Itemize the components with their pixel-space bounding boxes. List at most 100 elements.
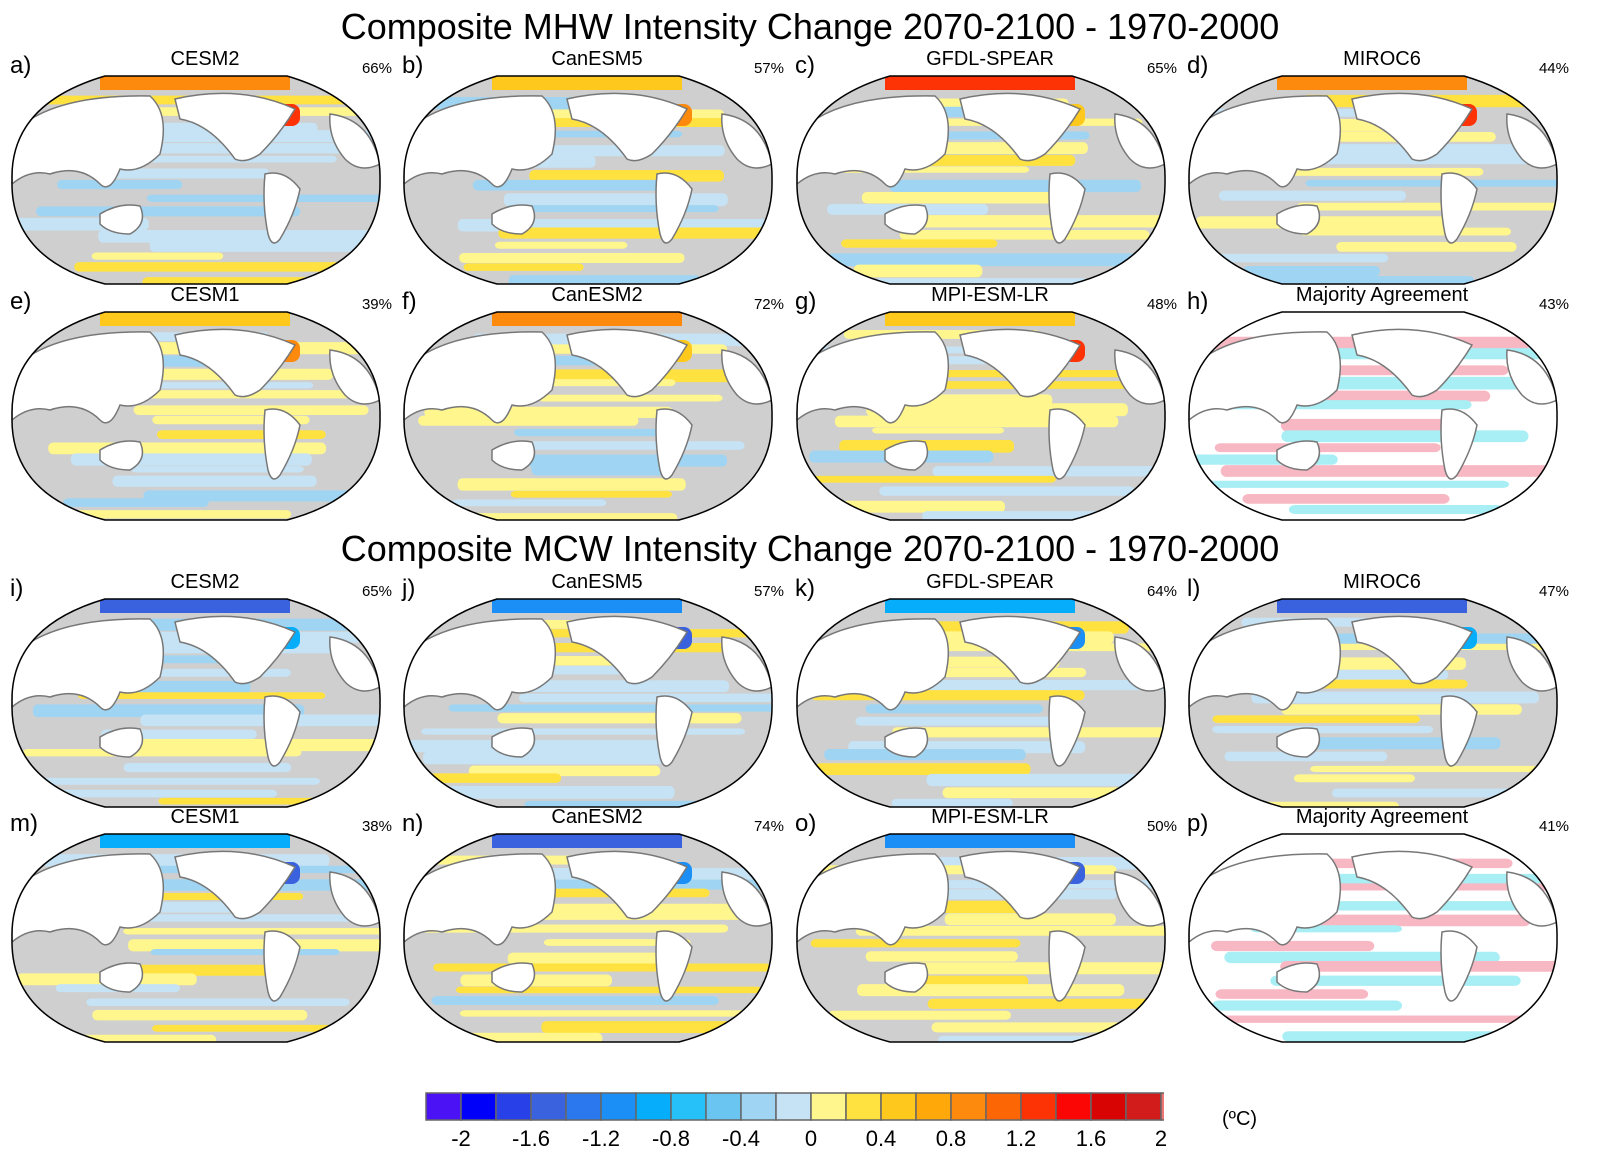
anomaly-band [36, 206, 301, 217]
anomaly-band [507, 952, 679, 965]
continent [1188, 331, 1342, 424]
continent [1440, 695, 1478, 767]
map-outline [796, 833, 1166, 1043]
anomaly-band [1336, 241, 1517, 252]
world-map [796, 75, 1166, 285]
colorbar-swatch [775, 1092, 812, 1121]
agreement-band [1214, 443, 1441, 453]
world-map [403, 311, 773, 521]
continent [1506, 636, 1558, 692]
anomaly-band [543, 939, 691, 946]
world-map [403, 598, 773, 808]
panel-letter: d) [1187, 52, 1209, 79]
agreement-band [1212, 1000, 1402, 1011]
map-outline [796, 311, 1166, 521]
panel-percent: 50% [1146, 818, 1177, 835]
map-panel: b) CanESM5 57% [402, 48, 792, 287]
anomaly-band [841, 239, 998, 248]
anomaly-band [875, 278, 1088, 284]
colorbar-swatch [1020, 1092, 1057, 1121]
anomaly-band [63, 498, 209, 507]
anomaly-band [889, 179, 1141, 193]
world-map [1188, 311, 1558, 521]
anomaly-band [57, 179, 183, 190]
continent [655, 408, 693, 480]
world-map [11, 833, 381, 1043]
continent [566, 615, 689, 685]
arctic-band [492, 599, 682, 613]
continent [959, 328, 1082, 398]
continent [1276, 440, 1321, 471]
anomaly-band [834, 415, 1119, 428]
anomaly-band [926, 773, 1166, 787]
arctic-band [492, 76, 682, 90]
continent [1276, 204, 1321, 235]
continent [99, 727, 144, 758]
continent [1114, 871, 1166, 927]
anomaly-band [904, 962, 1166, 975]
anomaly-band [865, 704, 1044, 714]
continent [1114, 636, 1166, 692]
continent [884, 440, 929, 471]
continent [1440, 172, 1478, 244]
anomaly-band [149, 239, 381, 252]
anomaly-band [879, 486, 1135, 496]
world-map [11, 311, 381, 521]
panel-letter: k) [795, 575, 815, 602]
continent [1440, 408, 1478, 480]
continent [959, 615, 1082, 685]
world-map [11, 75, 381, 285]
panel-model-title: CESM2 [170, 571, 240, 593]
panel-percent: 43% [1538, 296, 1569, 313]
map-outline [796, 75, 1166, 285]
map-panel: c) GFDL-SPEAR 65% [795, 48, 1185, 287]
panel-model-title: MIROC6 [1343, 48, 1421, 70]
arctic-band [100, 834, 290, 848]
panel-model-title: GFDL-SPEAR [926, 48, 1054, 70]
continent [566, 850, 689, 920]
map-outline [796, 598, 1166, 808]
agreement-band [1215, 989, 1369, 999]
colorbar-tick-label: -1.6 [512, 1126, 550, 1151]
panel-model-title: CanESM5 [551, 571, 643, 593]
continent [1351, 92, 1474, 162]
anomaly-band [403, 786, 675, 799]
anomaly-band [1212, 715, 1420, 723]
continent [491, 727, 536, 758]
continent [491, 440, 536, 471]
anomaly-band [91, 252, 224, 260]
continent [99, 440, 144, 471]
continent [1506, 113, 1558, 169]
anomaly-band [38, 510, 292, 519]
map-panel: e) CESM1 39% [10, 284, 400, 523]
continent [403, 853, 557, 946]
anomaly-band [463, 263, 584, 271]
anomaly-band [158, 797, 381, 805]
anomaly-band [431, 996, 719, 1005]
anomaly-band [497, 713, 742, 724]
anomaly-band [92, 1009, 308, 1021]
continent [721, 349, 773, 405]
continent [1048, 408, 1086, 480]
world-map [796, 311, 1166, 521]
anomaly-band [74, 262, 381, 272]
anomaly-band [855, 925, 1166, 936]
map-outline [1188, 311, 1558, 521]
anomaly-band [853, 264, 983, 278]
continent [1114, 349, 1166, 405]
anomaly-band [109, 738, 381, 752]
anomaly-band [873, 680, 1166, 691]
continent [329, 113, 381, 169]
agreement-band [1205, 480, 1510, 488]
panel-percent: 47% [1538, 583, 1569, 600]
continent [1048, 695, 1086, 767]
map-panel: n) CanESM2 74% [402, 806, 792, 1045]
map-panel: j) CanESM5 57% [402, 571, 792, 810]
panel-percent: 41% [1538, 818, 1569, 835]
anomaly-band [1251, 691, 1539, 704]
continent [721, 636, 773, 692]
anomaly-band [452, 499, 607, 507]
continent [11, 618, 165, 711]
anomaly-band [1281, 704, 1522, 715]
anomaly-band [54, 1034, 217, 1042]
